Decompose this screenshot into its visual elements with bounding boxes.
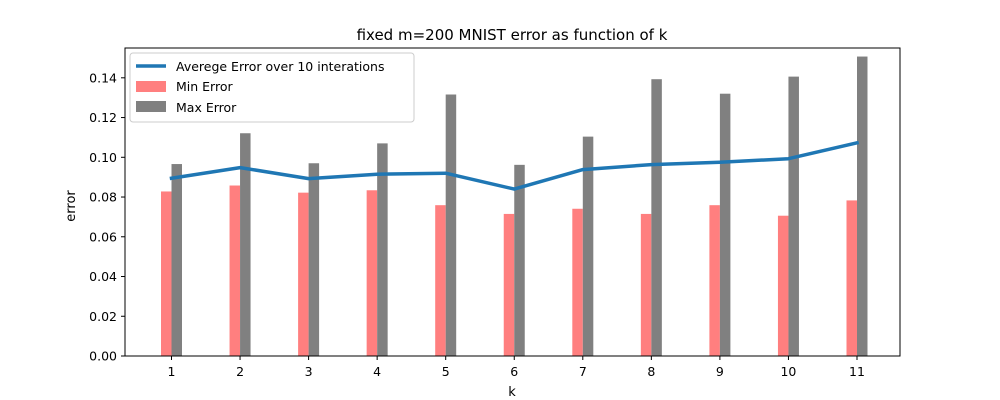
x-tick-label: 4 — [373, 364, 381, 379]
x-axis-label: k — [508, 385, 516, 400]
y-tick-label: 0.08 — [89, 190, 117, 205]
x-tick-label: 8 — [647, 364, 655, 379]
bar-min-k1 — [161, 191, 172, 356]
bar-min-k9 — [709, 205, 720, 356]
x-tick-label: 5 — [442, 364, 450, 379]
y-tick-label: 0.04 — [89, 269, 117, 284]
bar-min-k7 — [572, 208, 583, 356]
legend: Averege Error over 10 interations Min Er… — [129, 52, 415, 123]
y-tick-label: 0.10 — [89, 150, 117, 165]
x-tick-label: 1 — [168, 364, 176, 379]
average-line-group — [169, 140, 860, 191]
bar-min-k3 — [298, 192, 309, 356]
legend-label-min: Min Error — [176, 79, 233, 94]
bar-min-k11 — [846, 200, 857, 356]
bar-max-k7 — [582, 136, 594, 356]
bar-min-k10 — [777, 215, 789, 356]
x-tick-label: 7 — [579, 364, 587, 379]
legend-box — [129, 52, 415, 123]
legend-swatch-min — [136, 81, 166, 92]
x-tick-label: 6 — [510, 364, 518, 379]
y-tick-label: 0.12 — [89, 110, 117, 125]
x-tick-label: 10 — [780, 364, 796, 379]
bar-max-k4 — [377, 143, 388, 356]
bar-max-k6 — [514, 164, 525, 356]
bar-min-k4 — [366, 190, 378, 356]
bar-max-k11 — [857, 56, 868, 356]
bar-max-k3 — [308, 163, 320, 356]
x-tick-label: 9 — [716, 364, 724, 379]
bar-min-k2 — [229, 185, 241, 356]
bar-max-k9 — [719, 93, 731, 357]
bar-max-k2 — [240, 133, 251, 356]
y-tick-label: 0.00 — [89, 349, 117, 364]
legend-label-average: Averege Error over 10 interations — [176, 59, 384, 74]
bar-max-k8 — [651, 79, 662, 356]
x-tick-label: 11 — [849, 364, 865, 379]
bar-min-k6 — [503, 213, 515, 356]
average-error-line — [169, 140, 860, 191]
bars-group — [161, 56, 868, 357]
bar-min-k5 — [435, 205, 446, 356]
legend-label-max: Max Error — [176, 100, 237, 115]
bar-max-k5 — [445, 94, 457, 357]
bar-min-k8 — [640, 213, 652, 356]
ticks-group: 1 2 3 4 5 6 7 8 9 10 11 0.00 0.02 0.04 0.06 0.08 0.10 0.1… — [89, 70, 865, 379]
y-tick-label: 0.02 — [89, 309, 117, 324]
bar-max-k10 — [788, 76, 799, 356]
axes-group — [124, 47, 901, 357]
y-axis-label: error — [64, 190, 79, 222]
plot-frame — [124, 47, 901, 357]
chart-title: fixed m=200 MNIST error as function of k — [357, 26, 668, 44]
x-tick-label: 2 — [236, 364, 244, 379]
x-tick-label: 3 — [305, 364, 313, 379]
y-tick-label: 0.06 — [89, 229, 117, 244]
y-tick-label: 0.14 — [89, 70, 117, 85]
legend-swatch-max — [136, 101, 166, 112]
bar-max-k1 — [171, 164, 182, 356]
